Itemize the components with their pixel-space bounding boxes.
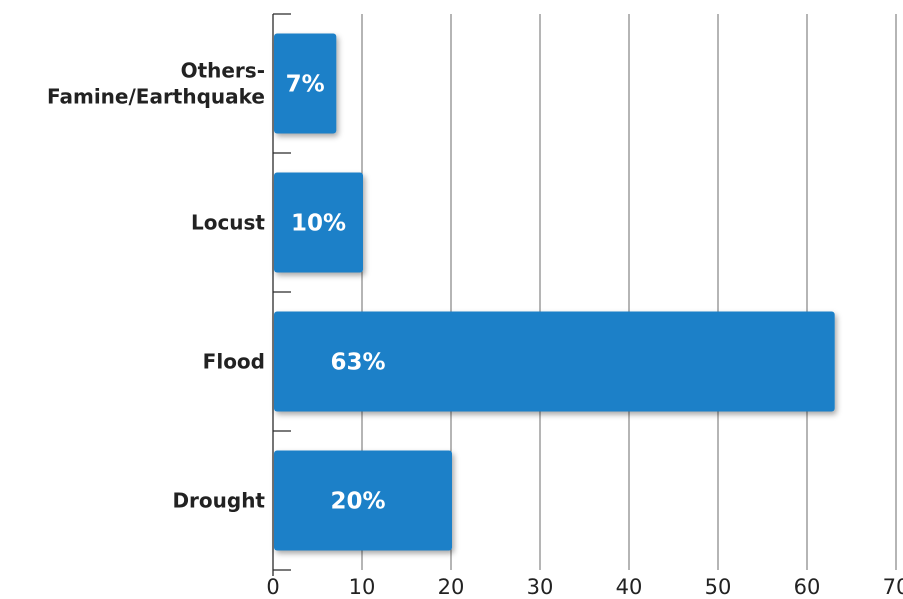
x-tick-label-10: 10 (349, 575, 376, 599)
category-label-1: Locust (191, 211, 265, 235)
x-tick-label-50: 50 (705, 575, 732, 599)
grid-lines (361, 14, 897, 570)
y-axis (272, 13, 291, 576)
x-tick-label-40: 40 (616, 575, 643, 599)
bar-2 (274, 311, 835, 412)
category-label-3: Drought (172, 489, 265, 513)
data-label-1: 10% (291, 211, 346, 237)
bars: 7% 10% 63% 20% (274, 33, 835, 551)
x-tick-label-20: 20 (438, 575, 465, 599)
data-label-3: 20% (330, 489, 385, 515)
x-tick-label-0: 0 (266, 575, 279, 599)
category-label-0: Others-Famine/Earthquake (47, 59, 265, 109)
x-tick-label-60: 60 (794, 575, 821, 599)
x-tick-label-30: 30 (527, 575, 554, 599)
bar-3 (274, 450, 452, 551)
category-label-2: Flood (203, 350, 265, 374)
category-labels: Others-Famine/Earthquake Locust Flood Droug… (47, 59, 265, 513)
data-label-0: 7% (286, 72, 325, 98)
x-tick-label-70: 70 (883, 575, 903, 599)
bar-0 (274, 33, 337, 134)
bar-1 (274, 172, 363, 273)
x-tick-labels: 0 10 20 30 40 50 60 70 (266, 575, 903, 599)
data-label-2: 63% (330, 350, 385, 376)
